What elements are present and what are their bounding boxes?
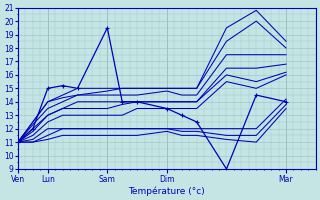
X-axis label: Température (°c): Température (°c) <box>129 186 205 196</box>
